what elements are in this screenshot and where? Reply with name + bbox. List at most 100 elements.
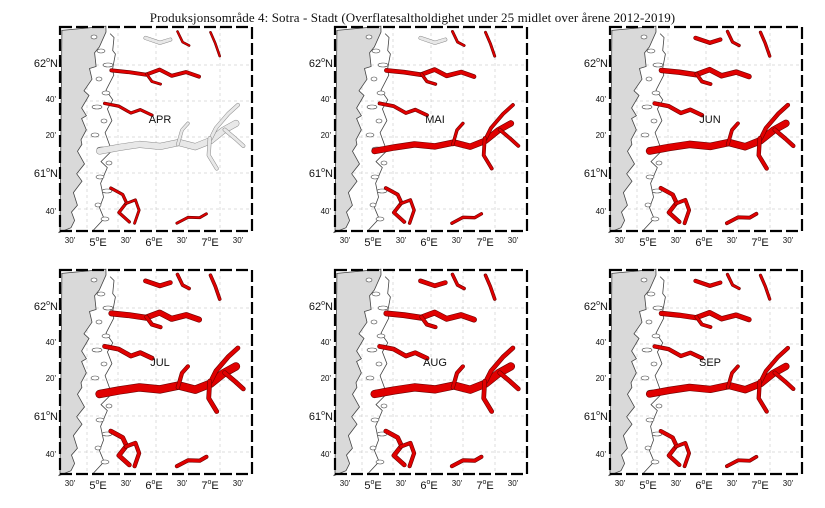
map-frame — [58, 268, 254, 476]
svg-text:6oE: 6oE — [420, 479, 437, 492]
svg-text:20': 20' — [596, 374, 607, 383]
svg-text:30': 30' — [452, 236, 463, 245]
svg-text:40': 40' — [596, 95, 607, 104]
fjord-sogne-branch-n — [208, 346, 240, 384]
lat-label: 62oN — [584, 57, 608, 70]
fjord-sogne-branch-e — [497, 370, 521, 391]
fjord-nordfjord-branch — [144, 315, 162, 329]
fjord-north-top-3 — [144, 36, 172, 45]
lon-label: 30' — [65, 236, 76, 245]
lat-label: 40' — [596, 450, 607, 459]
lon-label: 30' — [177, 236, 188, 245]
lat-label: 40' — [596, 338, 607, 347]
fjord-sogne-branch-s — [757, 136, 769, 171]
map-frame — [608, 25, 804, 233]
fjord-north-top-2 — [484, 31, 496, 57]
svg-text:30': 30' — [121, 236, 132, 245]
fjord-sogne-branch-e — [498, 128, 520, 148]
svg-text:30': 30' — [783, 479, 794, 488]
fjord-nordfjord — [110, 68, 201, 78]
svg-text:30': 30' — [340, 479, 351, 488]
svg-text:61oN: 61oN — [584, 167, 608, 180]
svg-text:30': 30' — [727, 236, 738, 245]
fjord-nordfjord-branch — [420, 72, 437, 86]
lat-label: 40' — [46, 338, 57, 347]
svg-text:30': 30' — [340, 236, 351, 245]
lat-label: 20' — [321, 131, 332, 140]
svg-text:30': 30' — [615, 479, 626, 488]
svg-text:7oE: 7oE — [201, 479, 218, 492]
lon-label: 30' — [615, 236, 626, 245]
lon-label: 5oE — [364, 479, 381, 492]
svg-text:20': 20' — [596, 131, 607, 140]
lon-label: 30' — [233, 479, 244, 488]
svg-text:30': 30' — [615, 236, 626, 245]
fjord-north-top-1 — [451, 30, 465, 47]
fjord-north-top-2 — [484, 274, 496, 301]
inner-coastline — [367, 33, 391, 231]
fjord-south-2 — [674, 198, 691, 225]
fjord-sogne-branch-s — [482, 136, 494, 170]
lat-label: 40' — [46, 207, 57, 216]
fjord-sunnfjord — [653, 344, 704, 360]
fjord-sogne-branch-2 — [176, 122, 190, 146]
lat-label: 62oN — [34, 300, 58, 313]
fjord-south-2 — [124, 199, 140, 225]
svg-text:5oE: 5oE — [89, 479, 106, 492]
svg-text:20': 20' — [46, 374, 57, 383]
fjord-north-top-3 — [418, 279, 448, 288]
fjord-sunnfjord — [378, 102, 429, 117]
land-mass — [58, 268, 107, 477]
lat-label: 40' — [46, 95, 57, 104]
lat-label: 40' — [321, 95, 332, 104]
fjord-sogne-branch-2 — [726, 122, 740, 146]
inner-coastline — [92, 276, 116, 474]
svg-text:30': 30' — [396, 236, 407, 245]
fjord-south-2 — [674, 441, 691, 468]
fjord-south-bottom — [175, 455, 208, 468]
lon-label: 30' — [615, 479, 626, 488]
map-panel-apr: APR 62oN 40' 20' 61oN 40' 30' 5oE 30' 6oE 30' 7oE 30… — [34, 25, 254, 249]
svg-text:7oE: 7oE — [476, 236, 493, 249]
svg-text:7oE: 7oE — [201, 236, 218, 249]
svg-text:7oE: 7oE — [751, 236, 768, 249]
fjord-sogne-branch-n — [484, 103, 515, 140]
fjord-nordfjord-branch — [419, 315, 437, 329]
fjord-nordfjord — [384, 67, 476, 79]
lat-label: 40' — [321, 207, 332, 216]
lon-label: 6oE — [420, 479, 437, 492]
lat-label: 62oN — [34, 57, 58, 70]
map-panel-sep: SEP 62oN 40' 20' 61oN 40' 30' 5oE 30' 6oE 30' 7oE 30… — [584, 268, 804, 492]
lon-label: 30' — [671, 236, 682, 245]
lat-label: 40' — [46, 450, 57, 459]
fjord-sogne-branch-n — [759, 346, 790, 384]
figure-title: Produksjonsområde 4: Sotra - Stadt (Over… — [149, 10, 676, 25]
svg-text:30': 30' — [508, 479, 519, 488]
fjord-north-top-2 — [209, 31, 221, 57]
svg-text:5oE: 5oE — [364, 236, 381, 249]
lat-label: 40' — [596, 95, 607, 104]
lat-label: 61oN — [584, 410, 608, 423]
fjord-north-top-3 — [419, 36, 447, 45]
svg-text:30': 30' — [727, 479, 738, 488]
lon-label: 30' — [340, 479, 351, 488]
land-mass — [58, 25, 107, 234]
fjord-south-2 — [399, 198, 416, 225]
svg-text:30': 30' — [65, 479, 76, 488]
svg-text:30': 30' — [508, 236, 519, 245]
svg-text:61oN: 61oN — [34, 167, 58, 180]
svg-text:30': 30' — [177, 479, 188, 488]
lon-label: 7oE — [201, 479, 218, 492]
lon-label: 30' — [783, 479, 794, 488]
lon-label: 30' — [508, 479, 519, 488]
lat-label: 20' — [46, 374, 57, 383]
fjord-nordfjord-branch — [695, 315, 712, 329]
fjord-sogne-branch-2 — [176, 364, 190, 389]
svg-text:61oN: 61oN — [309, 167, 333, 180]
fjord-sogne-branch-n — [209, 103, 240, 141]
svg-text:30': 30' — [65, 236, 76, 245]
fjord-sogne-branch-n — [483, 346, 515, 384]
fjord-north-top-3 — [693, 279, 722, 288]
svg-text:6oE: 6oE — [695, 236, 712, 249]
